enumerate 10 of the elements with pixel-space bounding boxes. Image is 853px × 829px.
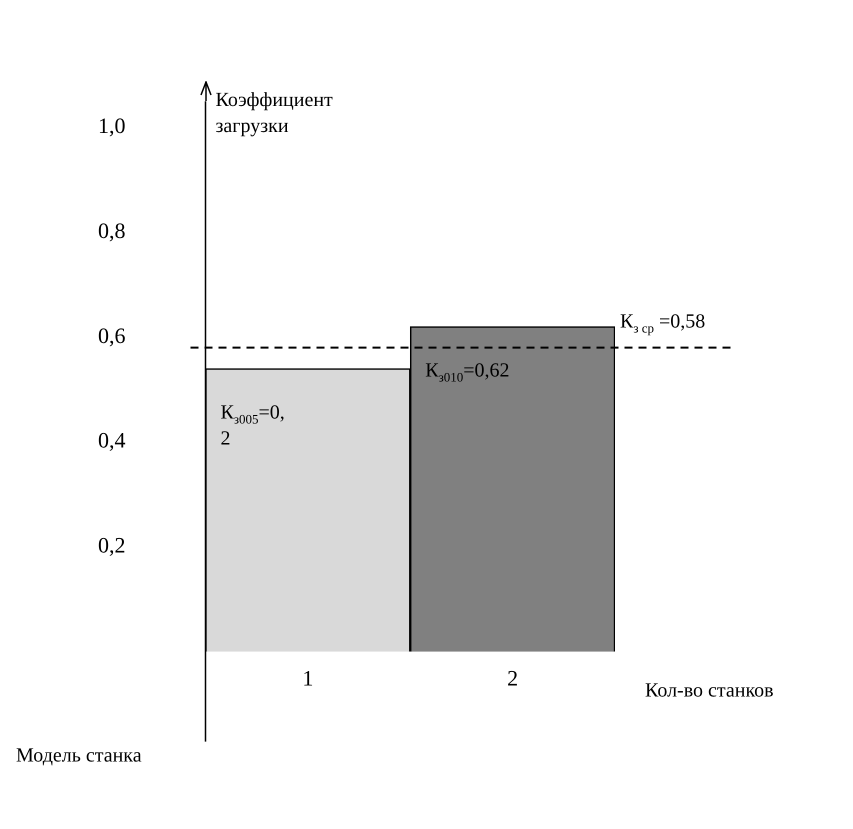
text: Модель станка xyxy=(16,744,142,767)
x-tick-label: 1 xyxy=(302,666,314,691)
y-tick-label: 1,0 xyxy=(98,113,126,138)
y-tick-label: 0,2 xyxy=(98,532,126,558)
y-axis-title: Коэффициент загрузки xyxy=(216,89,334,138)
y-tick-label: 0,6 xyxy=(98,322,126,348)
x-axis-title: Кол-во станков xyxy=(645,680,774,702)
x-tick-label: 2 xyxy=(507,666,518,691)
y-tick-label: 0,8 xyxy=(98,218,126,244)
y-tick-label: 0,4 xyxy=(98,428,126,453)
